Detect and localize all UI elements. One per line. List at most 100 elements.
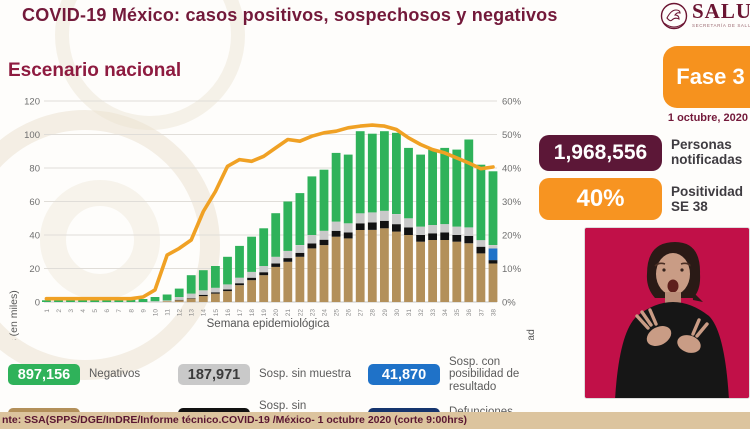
x-tick: 1	[44, 309, 51, 313]
y-right-tick: 0%	[502, 298, 516, 309]
bar-segment	[428, 240, 437, 302]
legend-badge-1: 187,971	[178, 364, 250, 386]
logo-name: SALUD	[692, 0, 750, 23]
x-tick: 20	[273, 309, 280, 317]
bar-segment	[488, 248, 498, 261]
bar-segment	[440, 240, 450, 302]
x-tick: 35	[454, 309, 461, 317]
x-tick: 34	[442, 309, 449, 317]
x-tick: 7	[116, 309, 123, 313]
bar-segment	[259, 272, 269, 276]
bar-segment	[162, 301, 172, 302]
bar-segment	[307, 176, 317, 235]
x-tick: 9	[140, 309, 147, 313]
x-tick: 5	[92, 309, 99, 313]
bar-segment	[174, 300, 184, 302]
bar-segment	[211, 293, 220, 302]
bar-segment	[198, 270, 208, 291]
salud-logo: SALUD SECRETARÍA DE SALUD	[659, 1, 750, 31]
bar-segment	[380, 220, 389, 229]
bar-segment	[198, 290, 208, 295]
bar-segment	[464, 227, 474, 236]
bar-segment	[440, 232, 450, 240]
bar-segment	[355, 223, 365, 230]
bar-segment	[295, 252, 305, 257]
notified-count-label: Personas notificadas	[671, 137, 743, 168]
x-tick: 14	[201, 309, 208, 317]
bar-segment	[464, 235, 474, 244]
bar-segment	[223, 256, 232, 285]
bar-segment	[150, 301, 160, 302]
bar-segment	[392, 231, 401, 302]
bar-segment	[428, 233, 437, 240]
bar-segment	[259, 228, 269, 266]
x-tick: 12	[177, 309, 184, 317]
bar-segment	[186, 298, 196, 303]
bar-segment	[247, 280, 256, 302]
bar-segment	[211, 287, 220, 293]
bar-segment	[488, 263, 498, 302]
bar-segment	[319, 245, 329, 303]
notified-count-badge: 1,968,556	[539, 135, 662, 171]
bar-segment	[380, 228, 389, 302]
bar-segment	[235, 285, 244, 303]
bar-segment	[331, 152, 341, 222]
x-tick: 8	[128, 309, 135, 313]
legend-item: 187,971 Sosp. sin muestra	[178, 356, 368, 393]
bar-segment	[380, 210, 389, 221]
bar-segment	[416, 235, 425, 242]
y-right-tick: 10%	[502, 264, 522, 275]
x-tick: 19	[261, 309, 268, 317]
y-left-axis-title: Casos (en miles)	[8, 290, 20, 340]
bar-segment	[428, 149, 437, 225]
x-tick: 36	[466, 309, 473, 317]
epidemic-chart: 0 0%20 10%40 20%60 30%80 40%100 50%120 60%1 2 3 4 5…	[8, 97, 537, 341]
bar-segment	[355, 131, 365, 214]
x-tick: 17	[237, 309, 244, 317]
x-tick: 3	[68, 309, 75, 313]
bar-segment	[343, 223, 353, 233]
bar-segment	[392, 214, 401, 225]
bar-segment	[440, 224, 450, 233]
y-left-tick: 0	[35, 298, 40, 309]
bar-segment	[247, 271, 256, 278]
x-tick: 31	[406, 309, 413, 317]
y-left-tick: 100	[24, 130, 40, 141]
y-left-tick: 60	[29, 197, 40, 208]
x-tick: 32	[418, 309, 425, 317]
y-left-tick: 20	[29, 264, 40, 275]
x-tick: 30	[394, 309, 401, 317]
bar-segment	[138, 299, 148, 302]
x-tick: 2	[56, 309, 63, 313]
x-tick: 15	[213, 309, 220, 317]
bar-segment	[343, 232, 353, 239]
bar-segment	[355, 213, 365, 224]
bar-segment	[464, 243, 474, 302]
bar-segment	[186, 298, 196, 299]
bar-segment	[367, 230, 377, 302]
x-tick: 25	[334, 309, 341, 317]
bar-segment	[380, 131, 389, 211]
bar-segment	[174, 297, 184, 300]
x-tick: 10	[152, 309, 159, 317]
bar-segment	[283, 261, 293, 302]
bar-segment	[174, 288, 184, 297]
legend-label: Negativos	[89, 368, 141, 381]
x-tick: 6	[104, 309, 111, 313]
bar-segment	[452, 235, 462, 242]
bar-segment	[476, 246, 486, 254]
x-tick: 4	[80, 309, 87, 313]
x-tick: 28	[370, 309, 377, 317]
bar-segment	[271, 263, 281, 267]
x-tick: 29	[382, 309, 389, 317]
bar-segment	[476, 164, 486, 241]
eagle-emblem-icon	[660, 2, 688, 30]
bar-segment	[319, 169, 329, 231]
bar-segment	[259, 266, 269, 273]
bar-segment	[488, 260, 498, 264]
positivity-badge: 40%	[539, 178, 662, 220]
bar-segment	[259, 275, 269, 302]
bar-segment	[367, 222, 377, 230]
x-tick: 27	[358, 309, 365, 317]
bar-segment	[416, 226, 425, 235]
